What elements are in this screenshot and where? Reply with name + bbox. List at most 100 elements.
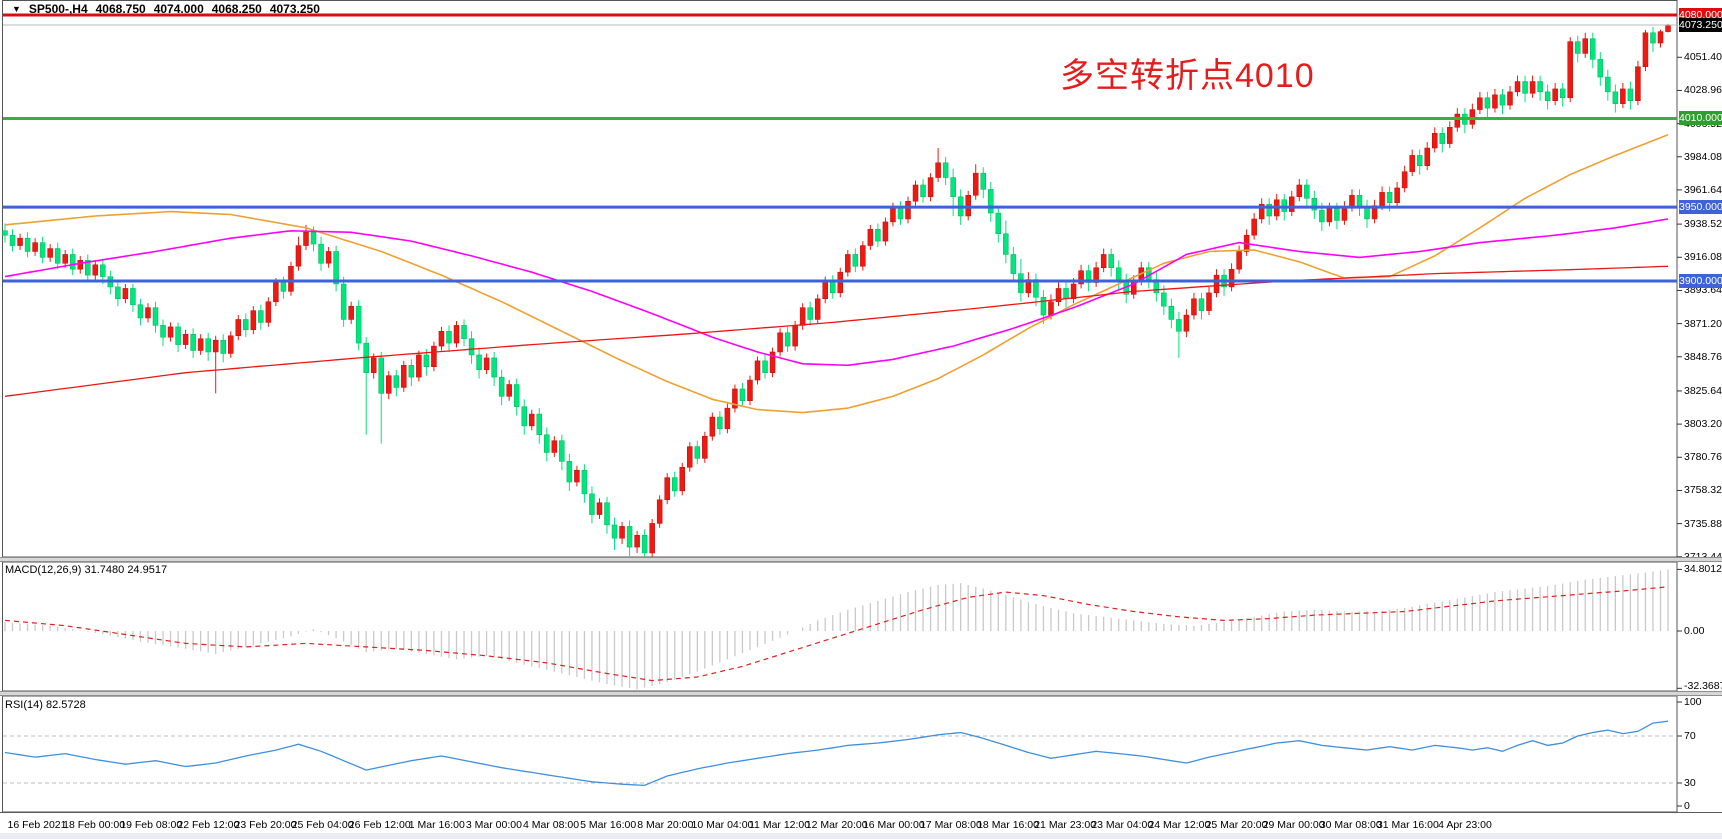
candle-up (1251, 218, 1257, 236)
panel-separator[interactable] (0, 557, 1722, 562)
candle-down (762, 360, 768, 373)
candle-down (2, 230, 8, 236)
candle-up (1191, 298, 1197, 316)
candle-up (1424, 147, 1430, 167)
time-tick-label: 29 Mar 00:00 (1262, 819, 1325, 831)
candle-up (1657, 31, 1664, 44)
candle-up (295, 245, 302, 267)
candle-down (1198, 298, 1205, 311)
candle-down (1364, 206, 1370, 220)
candle-down (1040, 297, 1047, 316)
candle-down (1559, 88, 1566, 99)
candle-up (62, 254, 68, 264)
candle-down (604, 502, 610, 526)
candle-down (1161, 292, 1167, 307)
candle-up (702, 435, 708, 459)
candle-down (1115, 267, 1122, 282)
candle-up (814, 298, 821, 320)
candle-up (1409, 155, 1415, 172)
ohlc-low: 4068.250 (211, 2, 262, 16)
candle-down (9, 234, 16, 246)
time-tick-label: 16 Feb 2021 (7, 819, 67, 831)
candle-down (476, 354, 482, 370)
rsi-axis-label: 30 (1684, 777, 1696, 789)
candle-down (1499, 94, 1506, 106)
candle-down (920, 184, 926, 198)
candle-down (807, 307, 813, 320)
price-tick-label: 3848.760 (1684, 350, 1722, 363)
candle-down (942, 162, 949, 178)
candle-down (39, 242, 46, 258)
candle-up (431, 345, 437, 368)
candle-down (115, 286, 121, 300)
candle-up (1206, 292, 1212, 311)
candle-up (1492, 94, 1498, 109)
candle-down (446, 331, 452, 344)
candle-down (1416, 155, 1423, 167)
candle-down (784, 332, 791, 347)
candle-down (980, 172, 986, 190)
candle-down (423, 354, 430, 368)
rsi-label: RSI(14) (5, 699, 43, 711)
price-tick-label: 3938.520 (1684, 218, 1722, 231)
candle-up (905, 200, 911, 220)
panel-separator[interactable] (0, 691, 1722, 696)
candle-up (1296, 184, 1303, 198)
candle-down (536, 413, 543, 436)
candle-up (348, 305, 354, 320)
candle-up (679, 467, 685, 492)
candle-up (77, 260, 83, 270)
candle-up (769, 351, 776, 373)
candle-down (641, 535, 648, 554)
candle-down (340, 283, 347, 320)
time-tick-label: 4 Apr 23:00 (1438, 819, 1492, 831)
candle-up (1258, 203, 1265, 220)
candle-up (1567, 41, 1573, 99)
candle-down (24, 237, 31, 252)
candle-down (521, 406, 527, 427)
candle-up (1289, 196, 1295, 212)
candle-down (1386, 192, 1393, 203)
price-tick-label: 3984.080 (1684, 150, 1722, 163)
candle-up (47, 248, 53, 258)
time-tick-label: 26 Feb 12:00 (348, 819, 411, 831)
candle-down (1484, 97, 1491, 109)
candle-down (1311, 198, 1318, 211)
candle-up (1213, 274, 1220, 294)
candle-down (491, 357, 497, 378)
candle-up (1582, 38, 1588, 54)
time-tick-label: 23 Feb 20:00 (234, 819, 297, 831)
candle-up (506, 384, 512, 397)
symbol-timeframe: SP500-,H4 (28, 2, 88, 16)
candle-down (333, 251, 339, 285)
time-tick-label: 12 Mar 20:00 (805, 819, 868, 831)
candle-down (1018, 273, 1024, 294)
candle-down (897, 206, 904, 220)
price-badge: 3950.000 (1679, 200, 1722, 215)
candle-up (438, 331, 445, 347)
candle-up (483, 357, 490, 370)
candle-up (882, 221, 889, 242)
candle-up (167, 326, 174, 338)
time-tick-label: 19 Feb 08:00 (120, 819, 183, 831)
candle-up (890, 206, 896, 223)
candle-down (694, 446, 701, 459)
symbol-dropdown-icon[interactable]: ▼ (12, 4, 21, 14)
candle-up (634, 535, 640, 548)
macd-label: MACD(12,26,9) (5, 564, 82, 576)
ma-slow-red (4, 265, 1669, 397)
candle-up (401, 365, 407, 388)
candle-down (513, 384, 520, 407)
candle-down (85, 260, 91, 276)
candle-up (1432, 132, 1438, 149)
macd-axis-label: -32.3687 (1684, 680, 1722, 692)
candle-up (197, 338, 204, 351)
rsi-line (4, 720, 1669, 787)
candle-up (1552, 88, 1558, 101)
price-tick-label: 3916.080 (1684, 251, 1722, 264)
time-tick-label: 5 Mar 16:00 (580, 819, 637, 831)
candle-down (544, 434, 550, 453)
candle-down (950, 177, 956, 198)
macd-signal-value: 24.9517 (127, 564, 168, 576)
